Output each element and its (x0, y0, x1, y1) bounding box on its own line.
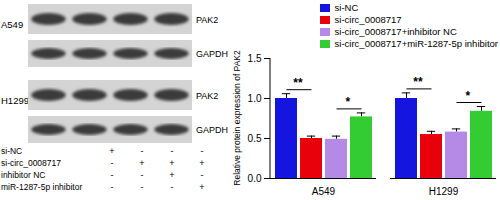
svg-text:GAPDH: GAPDH (196, 125, 228, 135)
svg-text:+: + (199, 158, 204, 168)
svg-text:**: ** (293, 76, 303, 90)
svg-text:H1299: H1299 (429, 186, 459, 197)
svg-text:PAK2: PAK2 (196, 91, 218, 101)
svg-text:H1299: H1299 (1, 95, 29, 106)
svg-text:inhibitor NC: inhibitor NC (1, 170, 45, 180)
svg-text:-: - (171, 182, 174, 192)
svg-text:**: ** (413, 75, 423, 89)
svg-text:A549: A549 (312, 186, 336, 197)
svg-text:-: - (201, 170, 204, 180)
svg-text:1.5: 1.5 (248, 53, 262, 64)
svg-text:-: - (171, 146, 174, 156)
html-text:si-circ_0008717: si-circ_0008717 (334, 14, 402, 25)
svg-text:-: - (201, 146, 204, 156)
svg-text:si-circ_0008717: si-circ_0008717 (1, 158, 61, 168)
svg-text:miR-1287-5p inhibitor: miR-1287-5p inhibitor (1, 182, 82, 192)
html-text:si-circ_0008717+inhibitor NC: si-circ_0008717+inhibitor NC (334, 26, 457, 37)
svg-text:GAPDH: GAPDH (196, 49, 228, 59)
svg-text:-: - (111, 158, 114, 168)
svg-text:-: - (111, 182, 114, 192)
svg-text:*: * (466, 89, 471, 103)
svg-text:+: + (109, 146, 114, 156)
svg-text:-: - (141, 146, 144, 156)
svg-text:A549: A549 (1, 19, 23, 30)
svg-text:0.0: 0.0 (248, 173, 262, 184)
svg-text:+: + (199, 182, 204, 192)
svg-text:*: * (346, 95, 351, 109)
svg-text:+: + (169, 158, 174, 168)
svg-text:1.0: 1.0 (248, 93, 262, 104)
svg-text:-: - (141, 170, 144, 180)
svg-text:-: - (141, 182, 144, 192)
svg-text:PAK2: PAK2 (196, 15, 218, 25)
svg-text:+: + (139, 158, 144, 168)
svg-text:0.5: 0.5 (248, 133, 262, 144)
svg-text:si-NC: si-NC (1, 146, 22, 156)
svg-text:Relative protein expression of: Relative protein expression of PAK2 (232, 50, 242, 186)
html-text:si-NC: si-NC (334, 2, 359, 13)
svg-text:-: - (111, 170, 114, 180)
svg-text:+: + (169, 170, 174, 180)
html-text:si-circ_0008717+miR-1287-5p in: si-circ_0008717+miR-1287-5p inhibitor (334, 38, 498, 49)
